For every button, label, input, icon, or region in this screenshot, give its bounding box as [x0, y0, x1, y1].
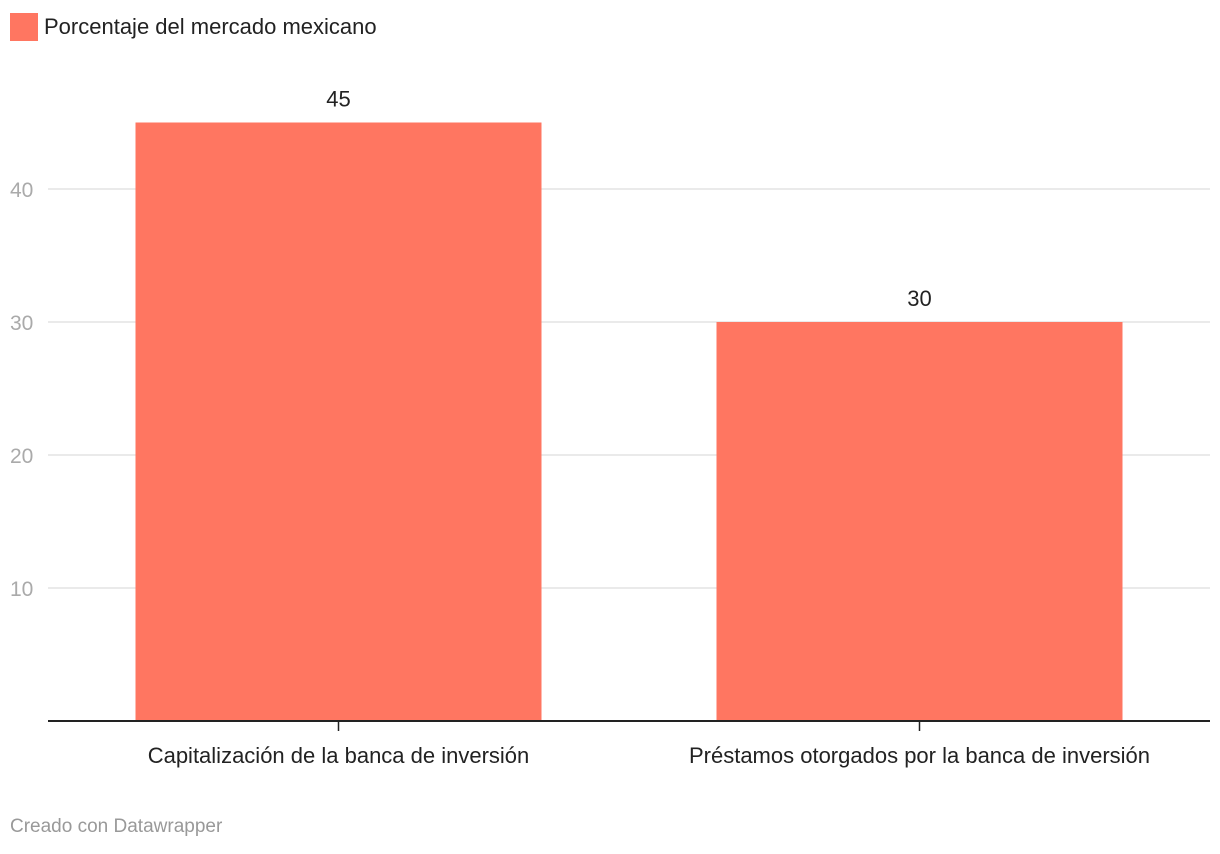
axis-layer — [48, 720, 1210, 731]
credit-text: Creado con Datawrapper — [10, 816, 223, 837]
category-label-1: Capitalización de la banca de inversión — [148, 743, 530, 768]
bar-layer — [135, 122, 1123, 721]
y-tick-label-40: 40 — [10, 179, 33, 202]
y-tick-label-20: 20 — [10, 445, 33, 468]
bar-2 — [716, 322, 1123, 721]
value-label-2: 30 — [907, 286, 931, 311]
bar-1 — [135, 122, 542, 721]
category-label-2: Préstamos otorgados por la banca de inve… — [689, 743, 1150, 768]
y-tick-label-10: 10 — [10, 578, 33, 601]
y-tick-label-30: 30 — [10, 312, 33, 335]
legend-label: Porcentaje del mercado mexicano — [44, 14, 377, 39]
value-label-1: 45 — [326, 87, 350, 112]
legend: Porcentaje del mercado mexicano — [10, 12, 377, 42]
label-layer: 45 Capitalización de la banca de inversió… — [148, 87, 1150, 769]
legend-swatch — [10, 13, 38, 41]
